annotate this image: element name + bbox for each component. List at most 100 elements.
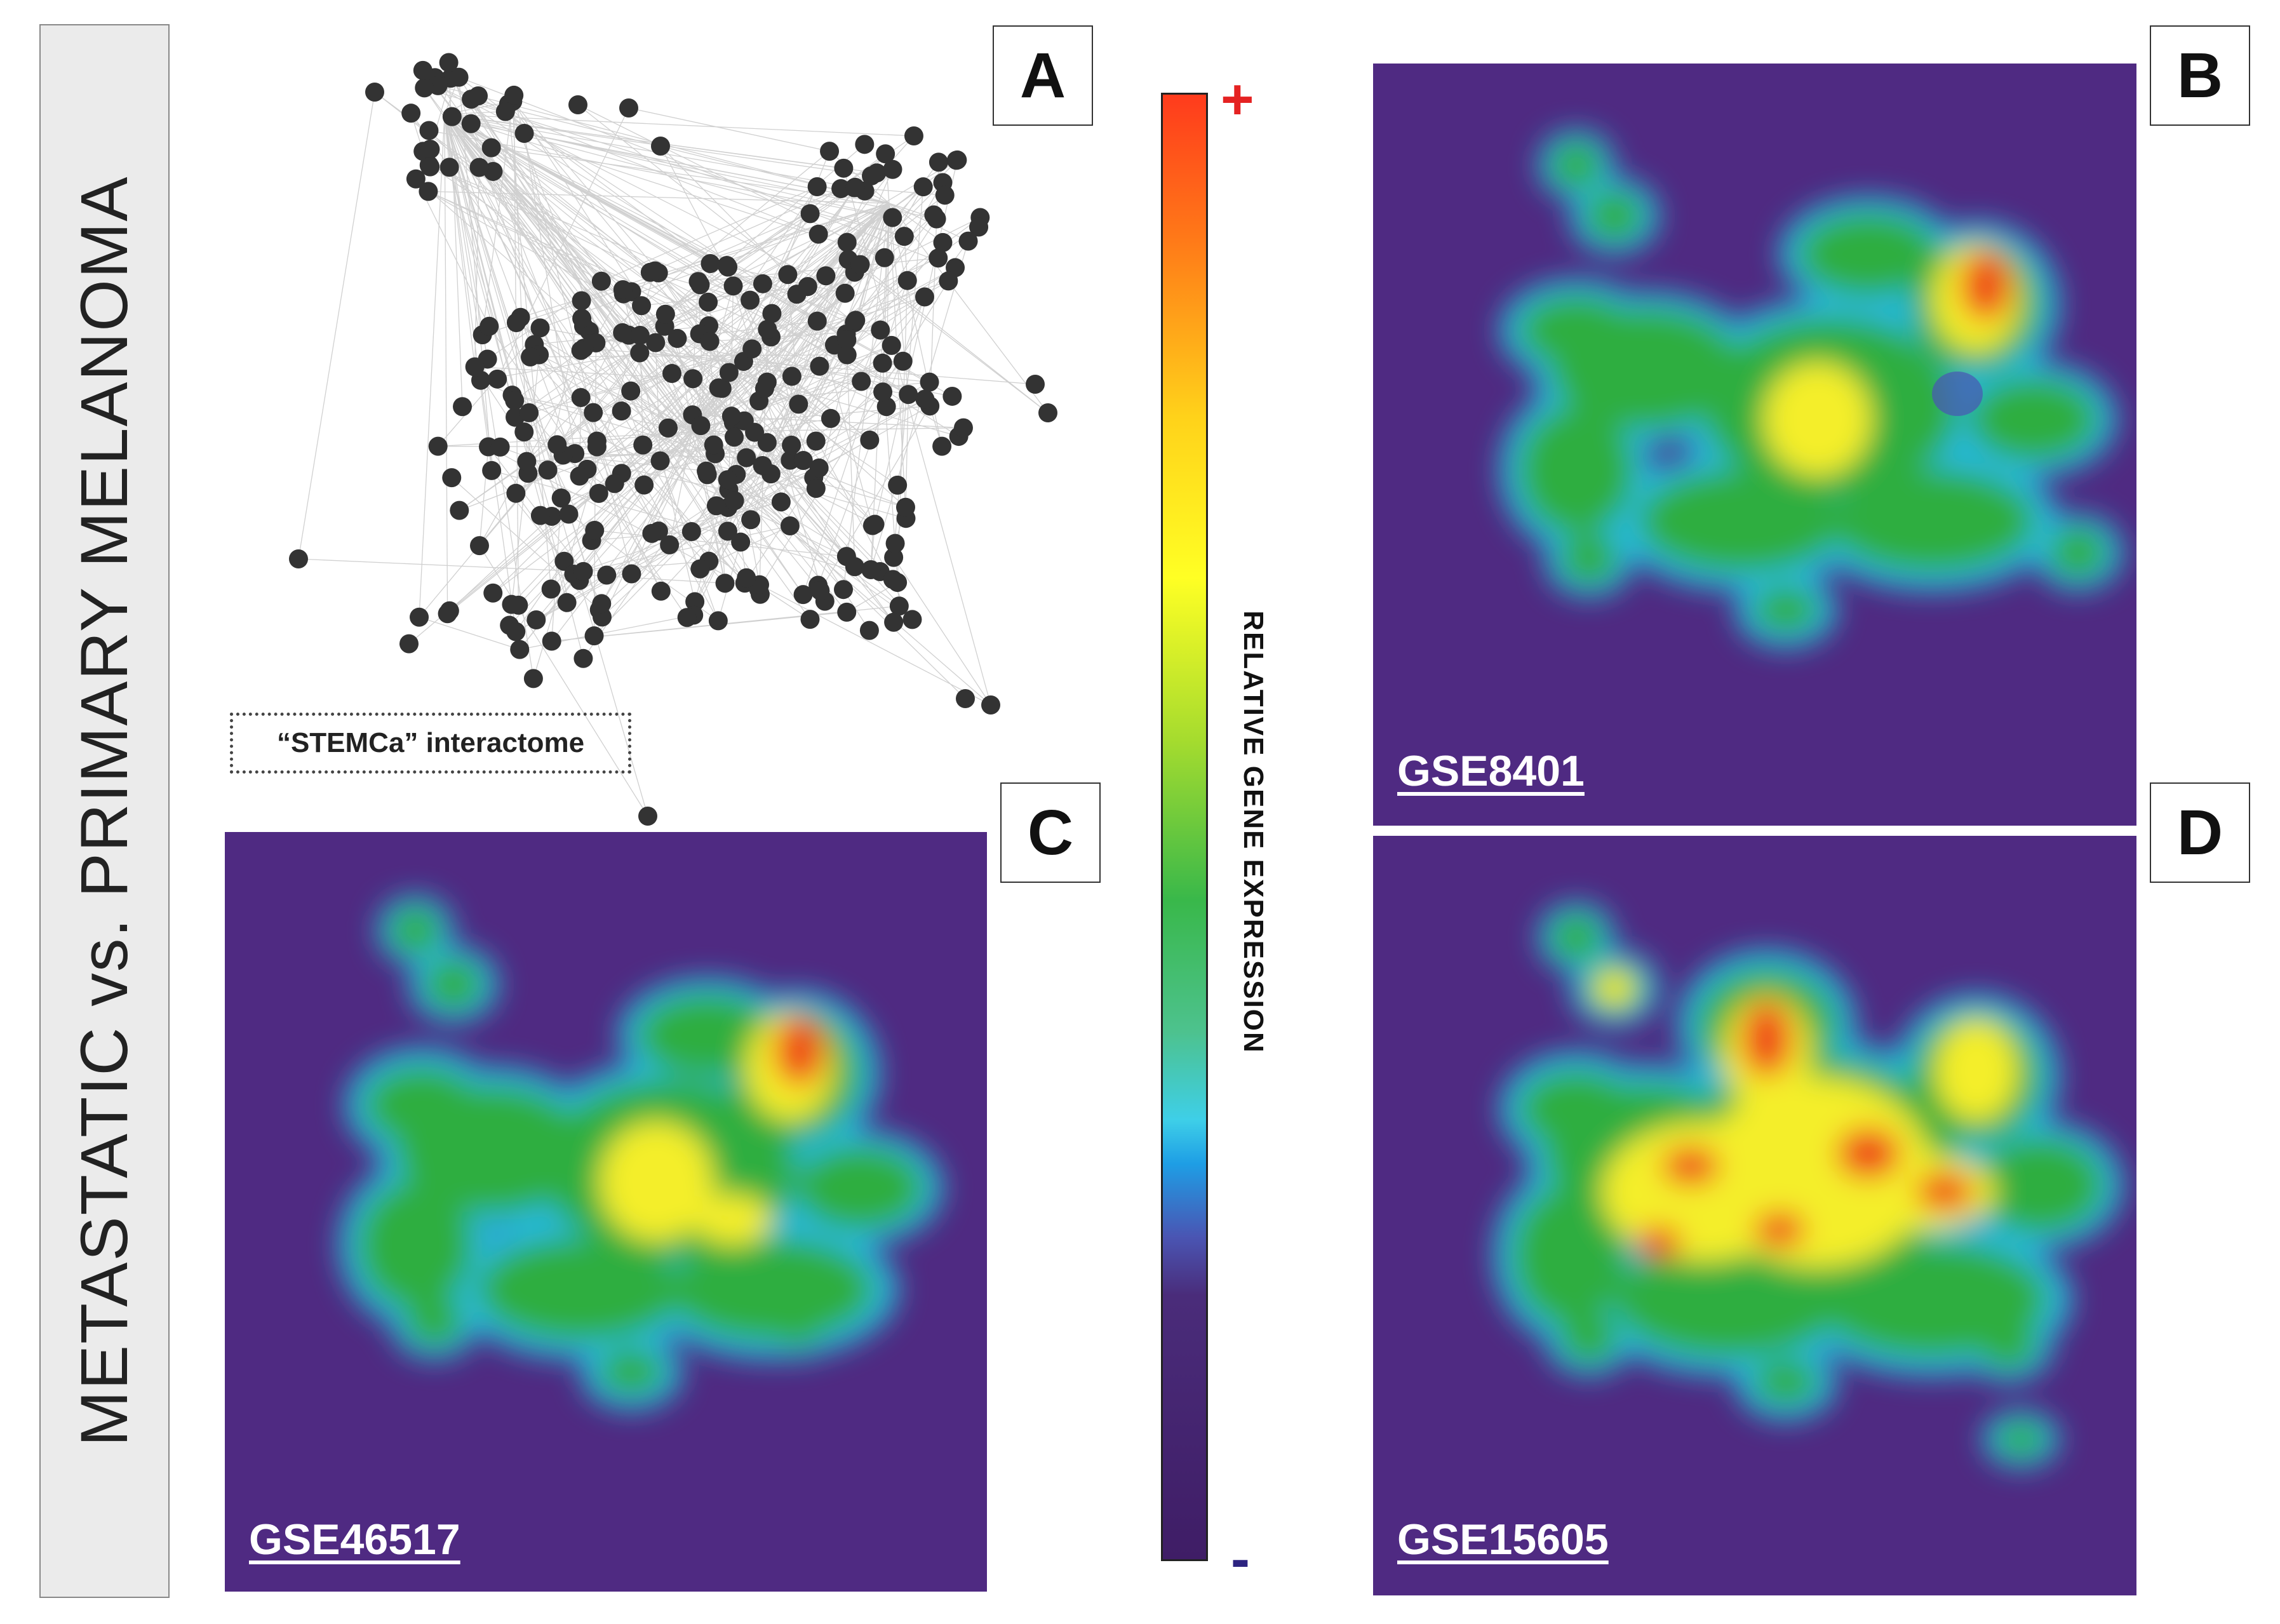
network-node	[504, 85, 524, 105]
network-edge	[444, 114, 894, 580]
network-node	[690, 559, 710, 579]
network-node	[517, 452, 537, 471]
colorbar-title: RELATIVE GENE EXPRESSION	[1238, 610, 1269, 1054]
network-node	[745, 422, 765, 442]
network-edge	[594, 530, 847, 557]
network-node	[884, 547, 904, 567]
network-edge	[444, 114, 727, 266]
network-node	[787, 285, 807, 304]
network-edge	[459, 77, 623, 333]
network-node	[365, 83, 384, 102]
network-node	[573, 561, 593, 581]
network-node	[505, 391, 525, 410]
network-edge	[847, 354, 855, 567]
network-node	[419, 121, 439, 140]
network-edge	[658, 501, 782, 532]
network-edge	[582, 321, 818, 659]
network-edge	[419, 617, 520, 650]
network-node	[506, 483, 526, 503]
network-edge	[479, 326, 666, 546]
heatmap-gse15605	[1373, 836, 2136, 1595]
network-node	[821, 408, 840, 428]
network-edge	[563, 454, 782, 502]
network-node	[570, 466, 589, 486]
network-edge	[843, 168, 991, 706]
network-node	[701, 253, 720, 273]
network-edge	[513, 95, 519, 605]
network-edge	[444, 114, 655, 272]
network-node	[920, 372, 939, 392]
network-edge	[444, 114, 914, 137]
network-node	[622, 564, 641, 584]
network-node	[737, 448, 756, 467]
network-node	[837, 232, 857, 252]
network-node	[406, 169, 426, 189]
network-node	[413, 60, 433, 80]
network-node	[420, 139, 440, 159]
network-edge	[591, 531, 692, 541]
network-edge	[444, 114, 847, 335]
network-node	[483, 583, 503, 603]
network-node	[619, 98, 638, 117]
network-node	[884, 612, 904, 632]
network-node	[871, 320, 890, 340]
network-node	[681, 521, 701, 541]
colorbar-low-label: -	[1231, 1527, 1250, 1591]
network-node	[806, 478, 826, 498]
network-node	[1026, 375, 1045, 394]
network-node	[571, 340, 591, 360]
network-node	[865, 514, 885, 534]
network-node	[873, 353, 892, 373]
network-node	[725, 427, 744, 447]
network-node	[634, 475, 654, 495]
network-edge	[628, 107, 830, 152]
network-edge	[893, 557, 991, 706]
network-node	[939, 271, 958, 291]
panel-label-c: C	[1000, 782, 1101, 883]
network-node	[915, 389, 935, 409]
network-node	[482, 460, 502, 480]
panel-label-a: A	[993, 25, 1093, 126]
network-edge	[480, 380, 894, 580]
network-node	[559, 504, 579, 524]
network-node	[712, 379, 732, 398]
network-node	[741, 290, 760, 310]
network-node	[717, 255, 737, 275]
network-node	[859, 621, 879, 640]
network-edge	[444, 114, 448, 614]
network-node	[820, 142, 840, 161]
network-node	[642, 523, 662, 543]
expression-colorbar	[1161, 93, 1208, 1561]
network-edge	[511, 203, 890, 605]
network-node	[573, 648, 593, 668]
network-node	[442, 468, 462, 488]
network-edge	[497, 107, 629, 380]
network-node	[495, 102, 515, 121]
network-node	[691, 416, 711, 436]
network-edge	[692, 300, 751, 433]
network-node	[845, 177, 865, 197]
network-node	[876, 397, 896, 417]
network-edge	[640, 352, 930, 383]
network-edge	[843, 203, 890, 590]
network-edge	[691, 264, 861, 532]
network-node	[860, 430, 880, 450]
network-edge	[479, 446, 489, 546]
network-edge	[419, 114, 445, 617]
network-node	[706, 496, 726, 516]
network-node	[958, 231, 978, 251]
network-node	[571, 387, 591, 407]
network-node	[808, 224, 828, 244]
network-node	[753, 456, 772, 476]
network-node	[956, 689, 975, 708]
network-edge	[444, 114, 855, 189]
network-node	[969, 217, 989, 237]
network-node	[834, 158, 854, 178]
network-node	[933, 232, 953, 252]
network-node	[793, 585, 813, 605]
network-edge	[758, 381, 930, 401]
network-node	[461, 114, 481, 133]
network-node	[410, 607, 429, 627]
network-node	[929, 152, 948, 172]
panel-label-b: B	[2150, 25, 2250, 126]
